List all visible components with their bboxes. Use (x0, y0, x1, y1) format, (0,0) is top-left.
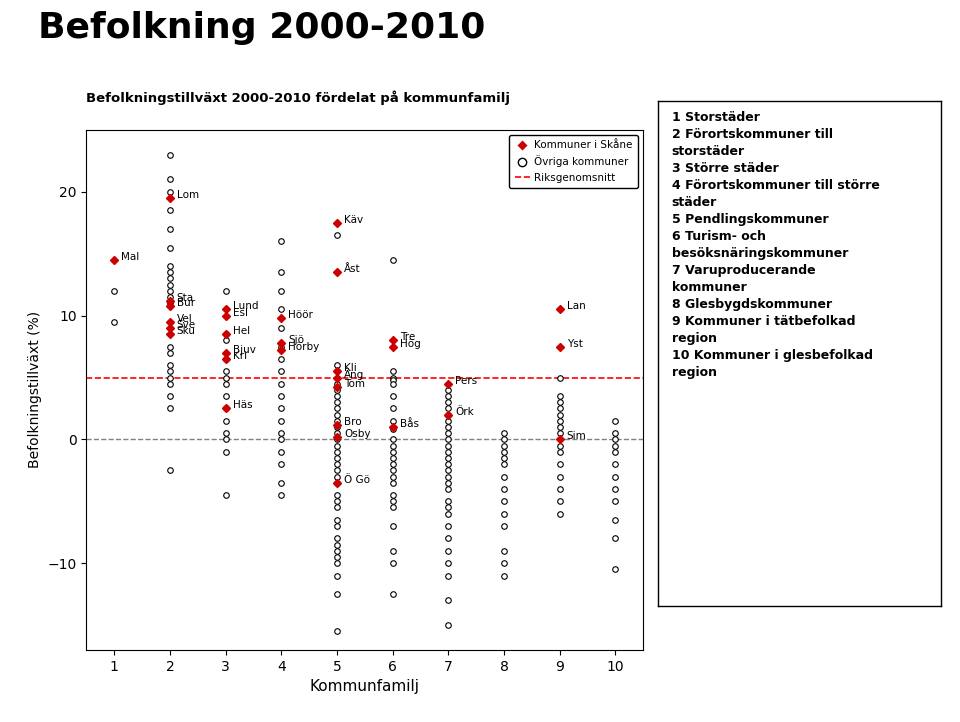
Text: Ö Gö: Ö Gö (344, 474, 370, 484)
Text: Örk: Örk (455, 406, 474, 417)
Text: Äng: Äng (344, 367, 364, 380)
Text: Mal: Mal (121, 252, 139, 262)
X-axis label: Kommunfamilj: Kommunfamilj (310, 679, 420, 694)
Text: Bås: Bås (399, 419, 419, 429)
Text: Bur: Bur (177, 297, 195, 308)
Text: Lom: Lom (177, 190, 199, 200)
Text: Häs: Häs (232, 401, 252, 410)
Text: Tom: Tom (344, 379, 365, 389)
Text: Sve: Sve (177, 320, 196, 330)
Text: Tre: Tre (399, 332, 415, 342)
Text: Höör: Höör (288, 310, 313, 320)
Text: Åst: Åst (344, 264, 361, 274)
Legend: Kommuner i Skåne, Övriga kommuner, Riksgenomsnitt: Kommuner i Skåne, Övriga kommuner, Riksg… (510, 135, 638, 188)
Text: Hög: Hög (399, 339, 420, 349)
Text: 1 Storstäder
2 Förortskommuner till
storstäder
3 Större städer
4 Förortskommuner: 1 Storstäder 2 Förortskommuner till stor… (672, 111, 879, 379)
Text: Sjö: Sjö (288, 335, 304, 345)
Text: Vel: Vel (177, 314, 193, 323)
Text: Käv: Käv (344, 214, 363, 225)
Text: Hörby: Hörby (288, 342, 320, 352)
Text: Sta: Sta (177, 292, 194, 303)
Text: Osby: Osby (344, 429, 371, 439)
Text: Hel: Hel (232, 326, 250, 336)
Y-axis label: Befolkningstillväxt (%): Befolkningstillväxt (%) (28, 311, 42, 469)
Text: Sku: Sku (177, 326, 196, 336)
Text: Sim: Sim (566, 431, 587, 441)
Text: Befolkning 2000-2010: Befolkning 2000-2010 (38, 11, 486, 45)
Text: Bro: Bro (344, 417, 362, 427)
Text: Bjuv: Bjuv (232, 344, 255, 355)
Text: Esl: Esl (232, 308, 248, 318)
Text: Yst: Yst (566, 339, 583, 349)
Text: Befolkningstillväxt 2000-2010 fördelat på kommunfamilj: Befolkningstillväxt 2000-2010 fördelat p… (86, 90, 511, 105)
Text: Pers: Pers (455, 375, 477, 386)
Text: Lan: Lan (566, 301, 586, 311)
Text: Kri: Kri (232, 351, 247, 361)
Text: Kli: Kli (344, 363, 357, 373)
Text: Lund: Lund (232, 301, 258, 311)
